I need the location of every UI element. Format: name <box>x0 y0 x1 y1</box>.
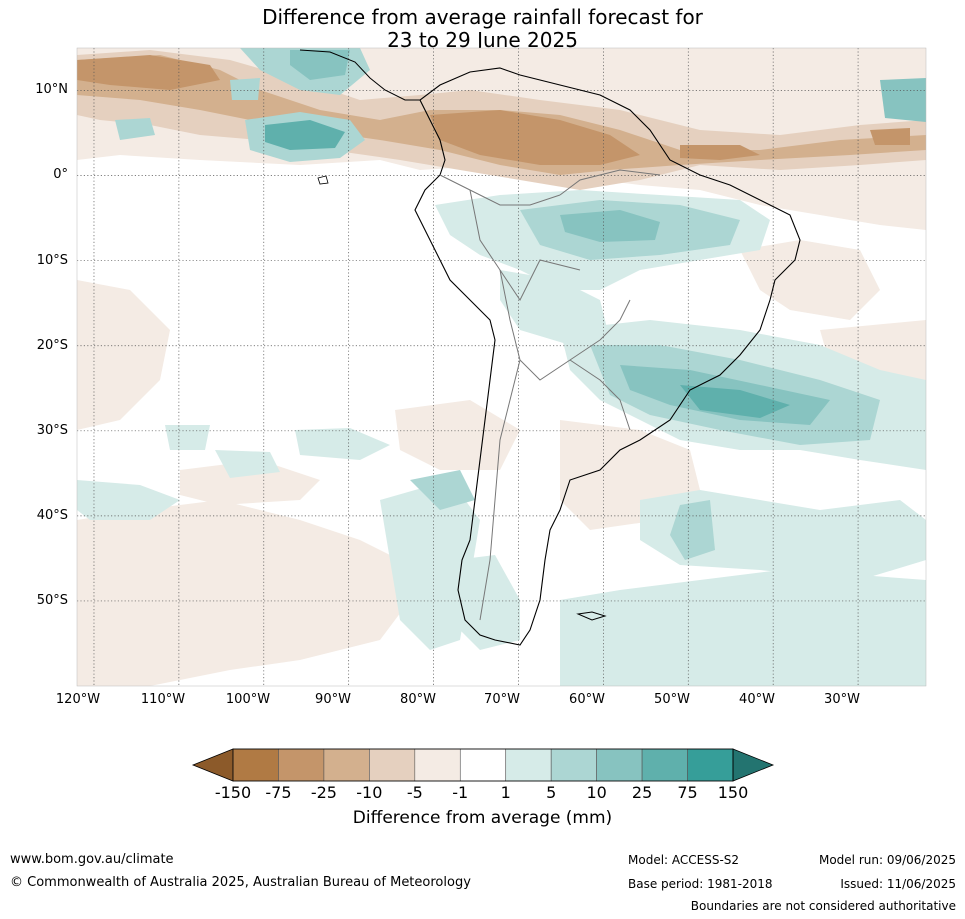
anomaly-brown-west <box>77 55 220 90</box>
lon-label-40w: 40°W <box>739 692 775 707</box>
anomaly-light-brown-west <box>77 280 170 430</box>
colorbar-swatch <box>369 748 416 782</box>
anomaly-brown-core <box>430 110 640 165</box>
anomaly-teal-amazon-core <box>560 210 660 242</box>
anomaly-light-brown-ne-brazil <box>740 240 880 320</box>
footer-disclaimer: Boundaries are not considered authoritat… <box>690 899 956 913</box>
colorbar-tick-label: -25 <box>310 783 337 802</box>
colorbar-outline <box>232 748 734 782</box>
lat-label-0: 0° <box>53 167 68 182</box>
colorbar-tick-label: 150 <box>717 783 749 802</box>
anomaly-light-brown-ctr <box>395 400 520 470</box>
anomaly-teal-pac-2 <box>165 425 210 450</box>
lon-label-30w: 30°W <box>824 692 860 707</box>
anomaly-light-brown-mid-pac <box>180 460 320 505</box>
colorbar-swatch <box>596 748 643 782</box>
colorbar-swatch <box>687 748 734 782</box>
rainfall-anomaly-shading <box>77 48 926 686</box>
colorbar-swatch <box>278 748 325 782</box>
lon-label-80w: 80°W <box>400 692 436 707</box>
map-frame <box>76 47 927 687</box>
anomaly-teal-pacific-itcz-core <box>265 120 345 150</box>
lat-label-50s: 50°S <box>36 593 68 608</box>
colorbar-swatch <box>414 748 461 782</box>
footer-copyright: © Commonwealth of Australia 2025, Austra… <box>10 875 471 890</box>
lon-label-120w: 120°W <box>55 692 101 707</box>
falkland-islands <box>576 611 607 621</box>
lat-label-20s: 20°S <box>36 338 68 353</box>
country-borders <box>439 169 661 621</box>
lon-label-90w: 90°W <box>315 692 351 707</box>
lon-label-50w: 50°W <box>654 692 690 707</box>
lat-label-40s: 40°S <box>36 508 68 523</box>
footer-model: Model: ACCESS-S2 <box>628 853 740 867</box>
colorbar-title: Difference from average (mm) <box>352 808 613 828</box>
colorbar-swatch <box>505 748 552 782</box>
lat-label-30s: 30°S <box>36 423 68 438</box>
anomaly-teal-pac-3 <box>295 428 390 460</box>
colorbar-swatch <box>232 748 279 782</box>
colorbar-tick-label: 75 <box>677 783 698 802</box>
colorbar-tick-label: -10 <box>356 783 383 802</box>
lon-label-100w: 100°W <box>225 692 271 707</box>
anomaly-teal-small-2 <box>230 78 260 100</box>
anomaly-teal-pac-5 <box>410 470 475 510</box>
colorbar-tick-label: 10 <box>586 783 607 802</box>
colorbar-swatch <box>641 748 688 782</box>
anomaly-teal-east-atl <box>880 78 926 122</box>
map-gridlines <box>77 48 926 686</box>
footer-issued: Issued: 11/06/2025 <box>840 877 956 891</box>
colorbar <box>191 748 775 782</box>
anomaly-brown-east <box>680 145 760 160</box>
south-america-coastline <box>414 67 801 646</box>
colorbar-tick-label: 5 <box>546 783 557 802</box>
colorbar-tick-label: -5 <box>406 783 423 802</box>
colorbar-extend-high <box>732 748 775 782</box>
colorbar-tick-label: -1 <box>452 783 469 802</box>
anomaly-teal-small-1 <box>115 118 155 140</box>
central-america-coastline <box>299 49 420 101</box>
lat-label-10s: 10°S <box>36 253 68 268</box>
anomaly-light-brown-sw <box>77 500 410 686</box>
anomaly-teal-south-atl <box>560 570 926 686</box>
lon-label-60w: 60°W <box>569 692 605 707</box>
colorbar-tick-label: -150 <box>214 783 252 802</box>
colorbar-tick-label: 25 <box>631 783 653 802</box>
colorbar-swatch <box>550 748 597 782</box>
anomaly-teal-pac-1 <box>77 480 180 520</box>
anomaly-teal-patagonia <box>450 555 520 650</box>
rainfall-map <box>76 47 927 687</box>
anomaly-brown-far-east <box>870 128 910 145</box>
galapagos-islands <box>317 175 329 185</box>
lon-label-110w: 110°W <box>140 692 186 707</box>
anomaly-teal-south-atl-2 <box>640 490 926 580</box>
anomaly-teal-se-deep <box>680 385 790 418</box>
lat-label-10n: 10°N <box>35 82 68 97</box>
anomaly-teal-caribbean-core <box>290 50 350 80</box>
anomaly-teal-central-brazil <box>500 270 610 345</box>
footer-website: www.bom.gov.au/climate <box>10 852 174 867</box>
map-title-line-1: Difference from average rainfall forecas… <box>262 5 703 29</box>
colorbar-swatches <box>191 748 775 782</box>
colorbar-tick-label: 1 <box>500 783 511 802</box>
footer-base-period: Base period: 1981-2018 <box>628 877 773 891</box>
colorbar-swatch <box>323 748 370 782</box>
colorbar-tick-label: -75 <box>265 783 292 802</box>
anomaly-teal-south-atl-core <box>670 500 715 560</box>
colorbar-extend-low <box>191 748 234 782</box>
colorbar-swatch <box>459 748 507 782</box>
footer-model-run: Model run: 09/06/2025 <box>818 853 956 867</box>
lon-label-70w: 70°W <box>484 692 520 707</box>
